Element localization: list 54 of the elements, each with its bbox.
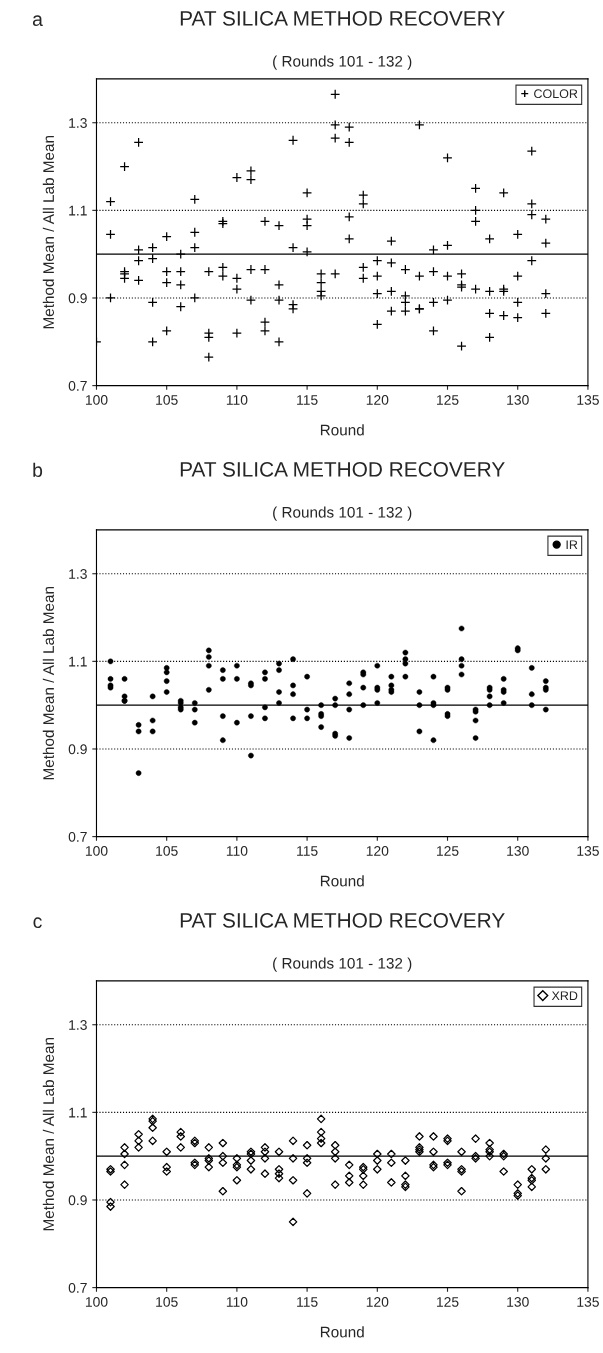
y-tick-label: 1.1 <box>69 1107 87 1118</box>
x-tick-label: 115 <box>297 1297 318 1307</box>
x-tick-label: 135 <box>577 1297 599 1307</box>
x-tick-label: 120 <box>366 1297 389 1307</box>
x-tick-label: 110 <box>226 395 248 405</box>
y-axis-title: Method Mean / All Lab Mean <box>42 1038 55 1231</box>
x-tick-label: 115 <box>297 395 318 405</box>
x-axis-title: Round <box>320 424 364 436</box>
y-tick-label: 1.3 <box>69 118 87 128</box>
legend-label: XRD <box>551 991 578 1000</box>
y-tick-label: 0.7 <box>68 831 87 842</box>
x-tick-label: 125 <box>436 1297 459 1307</box>
x-tick-label: 105 <box>156 1297 178 1307</box>
y-tick-label: 0.7 <box>68 1282 87 1293</box>
text: c <box>33 917 42 929</box>
x-tick-label: 100 <box>85 395 108 405</box>
x-axis-title: Round <box>320 875 364 887</box>
y-tick-label: 0.9 <box>68 744 87 755</box>
x-tick-label: 125 <box>436 846 459 856</box>
legend-label: IR <box>566 540 578 549</box>
y-tick-label: 0.9 <box>68 1195 87 1206</box>
x-tick-label: 120 <box>366 395 389 405</box>
text: a <box>32 15 43 27</box>
chart-subtitle: ( Rounds 101 - 132 ) <box>273 506 412 521</box>
x-axis-title: Round <box>320 1326 364 1338</box>
y-tick-label: 1.1 <box>69 656 87 667</box>
chart-subtitle: ( Rounds 101 - 132 ) <box>273 55 412 70</box>
legend-label: COLOR <box>534 89 578 99</box>
x-tick-label: 110 <box>226 1297 248 1307</box>
x-tick-label: 100 <box>85 846 108 856</box>
chart-subtitle: ( Rounds 101 - 132 ) <box>273 957 412 972</box>
x-tick-label: 105 <box>156 395 178 405</box>
x-tick-label: 130 <box>507 395 529 405</box>
x-tick-label: 110 <box>226 846 248 856</box>
x-tick-label: 120 <box>366 846 389 856</box>
x-tick-label: 130 <box>507 846 529 856</box>
x-tick-label: 130 <box>507 1297 529 1307</box>
y-axis-title: Method Mean / All Lab Mean <box>42 587 55 780</box>
x-tick-label: 115 <box>297 846 318 856</box>
y-tick-label: 0.9 <box>68 293 87 304</box>
y-tick-label: 0.7 <box>68 380 87 391</box>
x-tick-label: 105 <box>156 846 178 856</box>
y-tick-label: 1.3 <box>69 1020 87 1030</box>
x-tick-label: 135 <box>577 846 599 856</box>
text: b <box>33 462 43 478</box>
chart-title: PAT SILICA METHOD RECOVERY <box>180 10 505 26</box>
y-axis-title: Method Mean / All Lab Mean <box>42 136 55 329</box>
x-tick-label: 100 <box>85 1297 108 1307</box>
chart-title: PAT SILICA METHOD RECOVERY <box>180 912 505 928</box>
y-tick-label: 1.3 <box>69 569 87 579</box>
y-tick-label: 1.1 <box>69 205 87 216</box>
x-tick-label: 135 <box>577 395 599 405</box>
x-tick-label: 125 <box>436 395 459 405</box>
chart-title: PAT SILICA METHOD RECOVERY <box>180 461 505 477</box>
